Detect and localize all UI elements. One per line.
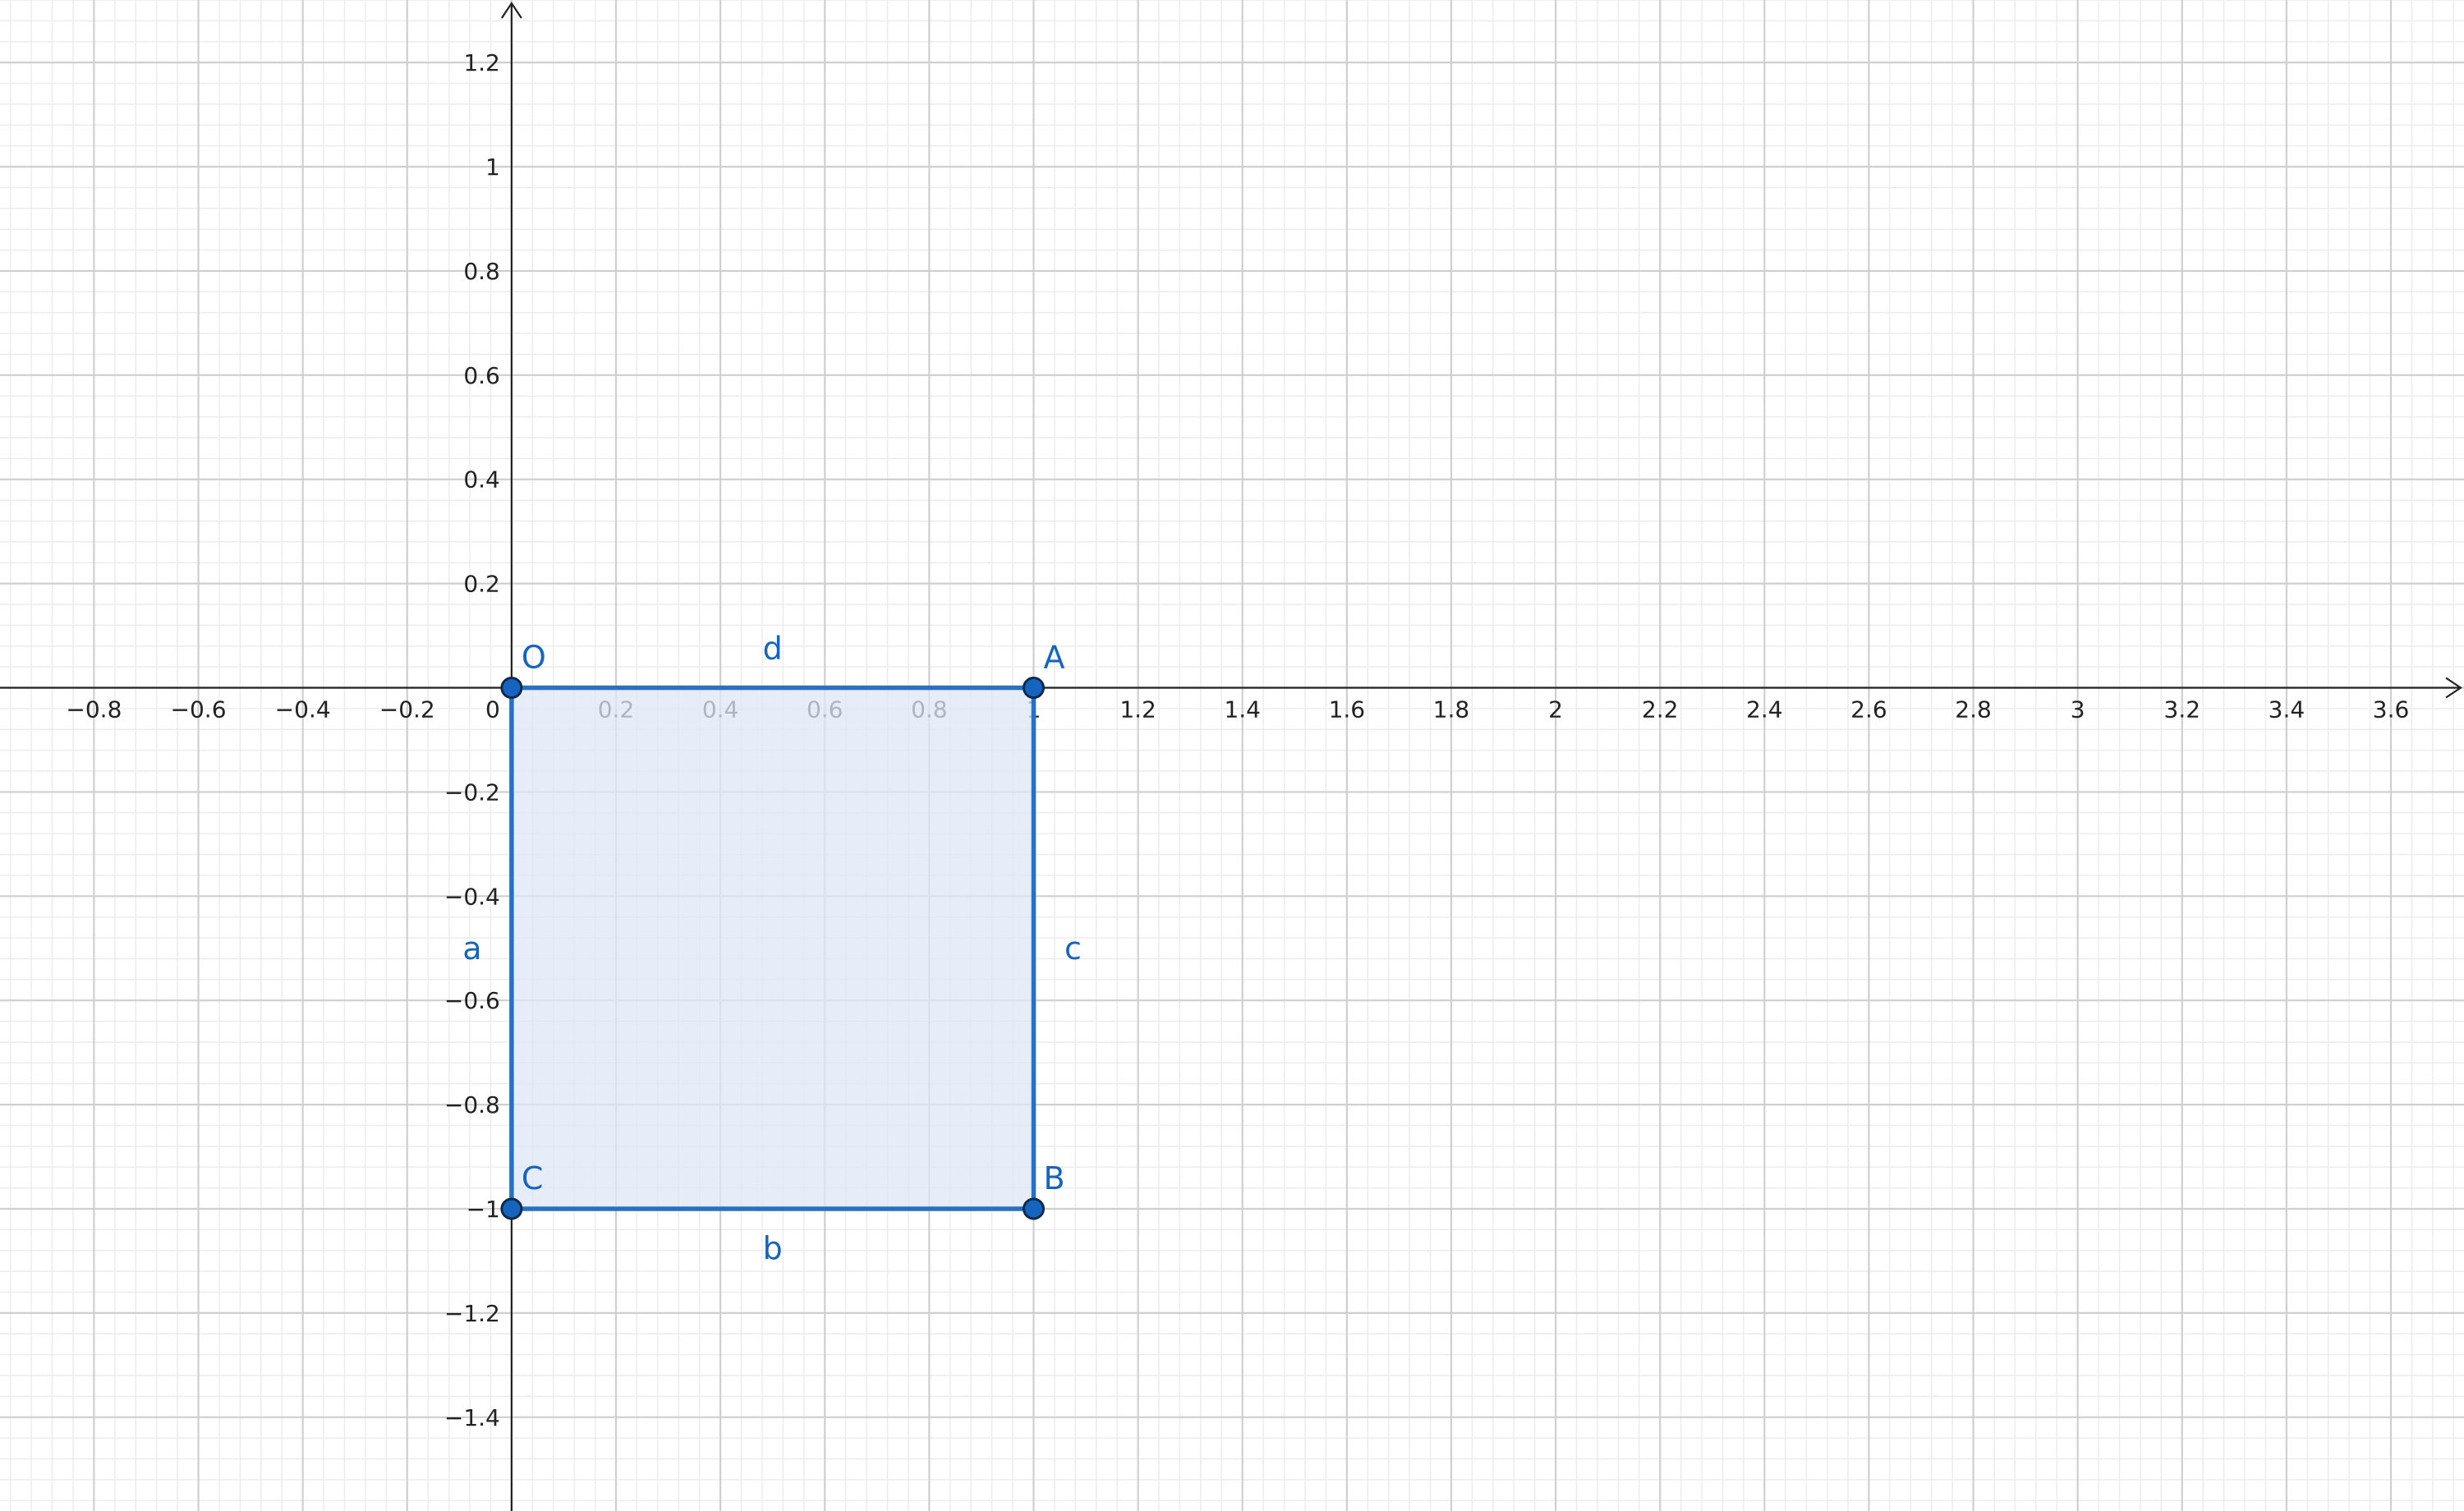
x-tick-label: 3.4 [2269,696,2305,723]
square-fill[interactable] [511,687,1034,1209]
x-tick-label: 3.6 [2373,696,2410,723]
x-tick-label: 1.8 [1433,696,1470,723]
x-tick-label: −0.2 [379,696,435,723]
point-label-O: O [522,640,546,676]
segment-label-c: c [1064,930,1082,967]
x-axis-tick-labels: −0.8−0.6−0.4−0.20.20.40.60.811.21.41.61.… [66,696,2409,723]
y-tick-label: 1.2 [463,49,500,76]
y-tick-label: −1 [467,1196,500,1223]
x-tick-label: −0.8 [66,696,122,723]
segment-labels: d c b a [462,631,1082,1266]
x-axis-arrow-icon [2445,677,2462,699]
y-tick-label: 0.4 [463,466,500,494]
point-O[interactable] [500,677,523,700]
segment-label-d: d [763,631,783,667]
origin-label: 0 [485,696,500,723]
x-tick-label: 1.2 [1119,696,1156,723]
segment-label-a: a [462,930,481,967]
square-polygon-layer[interactable] [509,685,1037,1211]
point-C[interactable] [500,1197,523,1220]
y-tick-label: 0.2 [463,571,500,598]
y-tick-label: −0.6 [444,987,500,1014]
point-labels: O A B C [522,640,1065,1196]
x-tick-label: 2.6 [1850,696,1887,723]
x-tick-label: 1.6 [1329,696,1366,723]
segment-label-b: b [763,1230,783,1266]
point-B[interactable] [1022,1197,1045,1220]
y-tick-label: −0.2 [444,778,500,806]
x-tick-label: 2.2 [1642,696,1679,723]
y-axis-arrow-icon [500,2,522,19]
x-tick-label: −0.4 [275,696,331,723]
x-tick-label: 2 [1548,696,1563,723]
point-label-C: C [522,1160,544,1196]
x-tick-label: 2.8 [1955,696,1992,723]
y-tick-label: −0.4 [444,883,500,910]
x-tick-label: 1.4 [1224,696,1261,723]
y-tick-label: −1.2 [444,1300,500,1327]
point-label-A: A [1043,640,1064,676]
point-label-B: B [1043,1160,1064,1196]
y-tick-label: −0.8 [444,1091,500,1118]
points-layer[interactable] [500,677,1045,1220]
x-tick-label: 2.4 [1746,696,1783,723]
x-tick-label: 3 [2071,696,2085,723]
x-tick-label: 3.2 [2164,696,2201,723]
y-axis-tick-labels: 1.2 1 0.8 0.6 0.4 0.2 −0.2 −0.4 −0.6 −0.8 −1 −1.2 −1… [444,49,500,1431]
point-A[interactable] [1022,677,1045,700]
x-tick-label: −0.6 [171,696,227,723]
y-tick-label: −1.4 [444,1404,500,1431]
y-tick-label: 1 [485,154,500,181]
y-tick-label: 0.6 [463,362,500,389]
y-tick-label: 0.8 [463,258,500,285]
